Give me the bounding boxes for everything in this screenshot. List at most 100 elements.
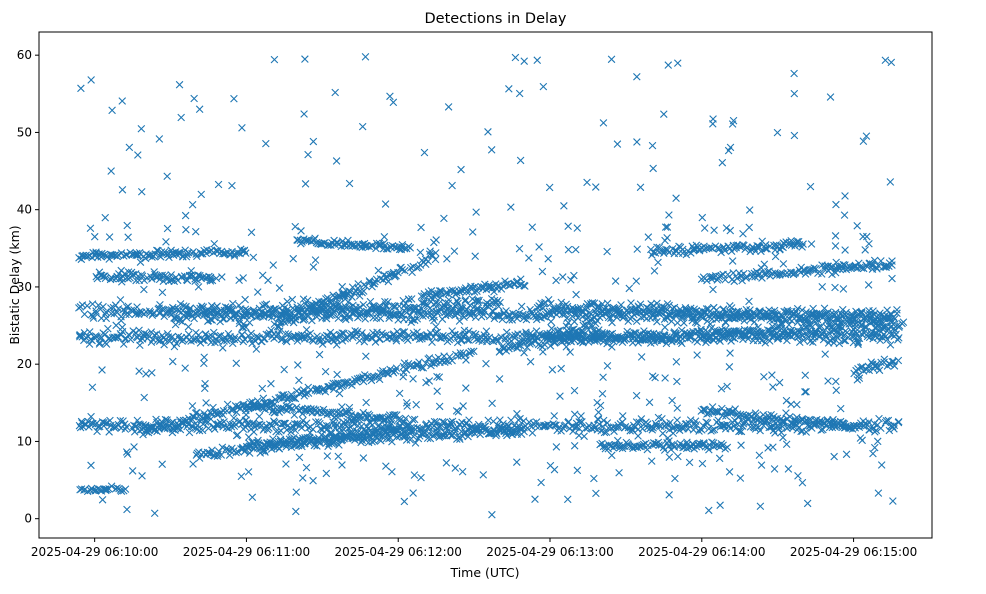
data-point xyxy=(723,307,731,316)
data-point xyxy=(337,436,346,445)
data-point xyxy=(728,120,737,128)
y-tick-label: 0 xyxy=(24,512,32,526)
data-point xyxy=(870,256,879,265)
data-point xyxy=(389,98,398,107)
data-point xyxy=(779,433,787,442)
data-point xyxy=(102,419,110,428)
data-point xyxy=(86,224,95,233)
data-point xyxy=(358,329,366,337)
data-point xyxy=(532,333,541,342)
data-point xyxy=(666,308,675,317)
data-point xyxy=(219,406,228,415)
data-point xyxy=(463,425,472,434)
data-point xyxy=(655,248,664,256)
data-point xyxy=(255,412,264,421)
data-point xyxy=(324,442,332,451)
data-point xyxy=(651,419,660,428)
data-point xyxy=(425,354,434,362)
data-point xyxy=(267,326,275,335)
data-point xyxy=(412,400,420,409)
data-point xyxy=(89,314,98,322)
data-point xyxy=(315,350,324,359)
data-point xyxy=(228,181,236,190)
data-point xyxy=(718,411,727,420)
data-point xyxy=(634,432,642,440)
data-point xyxy=(410,415,419,424)
data-point xyxy=(765,306,773,314)
data-point xyxy=(247,228,256,237)
data-point xyxy=(358,122,367,131)
data-point xyxy=(479,471,488,479)
data-point xyxy=(248,493,257,502)
data-point xyxy=(121,485,130,493)
data-point xyxy=(560,202,568,210)
data-point xyxy=(323,294,332,302)
data-point xyxy=(462,356,470,364)
data-point xyxy=(718,158,727,167)
data-point xyxy=(658,414,666,423)
data-point xyxy=(439,331,447,340)
data-point xyxy=(873,360,881,368)
data-point xyxy=(614,423,623,432)
data-point xyxy=(709,442,718,451)
data-point xyxy=(184,323,193,331)
data-point xyxy=(875,414,883,423)
data-point xyxy=(443,255,451,263)
data-point xyxy=(887,309,895,318)
data-point xyxy=(552,276,560,285)
data-point xyxy=(455,333,464,341)
data-point xyxy=(355,292,364,300)
data-point xyxy=(413,315,422,323)
data-point xyxy=(131,310,140,318)
data-point xyxy=(246,335,255,344)
data-point xyxy=(893,306,901,314)
data-point xyxy=(400,359,409,367)
data-point xyxy=(97,271,106,280)
data-point xyxy=(864,418,873,426)
data-point xyxy=(594,302,603,310)
data-point xyxy=(833,327,842,336)
data-point xyxy=(216,331,225,340)
data-point xyxy=(432,418,441,426)
data-point xyxy=(556,334,565,343)
data-point xyxy=(698,426,706,434)
data-point xyxy=(721,246,729,255)
data-point xyxy=(668,396,676,405)
data-point xyxy=(133,303,141,311)
data-point xyxy=(140,393,149,402)
data-point xyxy=(77,84,85,93)
data-point xyxy=(699,422,708,430)
data-point xyxy=(304,312,313,320)
data-point xyxy=(229,299,237,308)
data-point xyxy=(563,314,571,323)
data-point xyxy=(311,418,320,426)
data-point xyxy=(376,314,385,323)
data-point xyxy=(563,495,572,504)
data-point xyxy=(669,335,678,344)
data-point xyxy=(366,297,375,306)
data-point xyxy=(718,311,726,320)
data-point xyxy=(137,124,146,133)
data-point xyxy=(135,308,143,317)
data-point xyxy=(653,317,661,326)
data-point xyxy=(432,322,440,331)
data-point xyxy=(649,164,657,173)
data-point xyxy=(782,396,791,405)
data-point xyxy=(533,56,542,65)
data-point xyxy=(645,398,654,407)
data-point xyxy=(725,468,734,476)
data-point xyxy=(414,307,422,316)
data-point xyxy=(287,428,295,436)
data-point xyxy=(435,308,444,316)
data-point xyxy=(392,337,401,345)
data-point xyxy=(359,287,368,295)
data-point xyxy=(862,132,871,140)
data-point xyxy=(218,443,227,452)
data-point xyxy=(505,344,513,353)
data-point xyxy=(538,267,547,276)
data-point xyxy=(495,375,504,383)
data-point xyxy=(411,333,420,342)
x-tick-label: 2025-04-29 06:15:00 xyxy=(790,545,917,559)
data-point xyxy=(472,306,481,314)
data-point xyxy=(790,69,798,78)
